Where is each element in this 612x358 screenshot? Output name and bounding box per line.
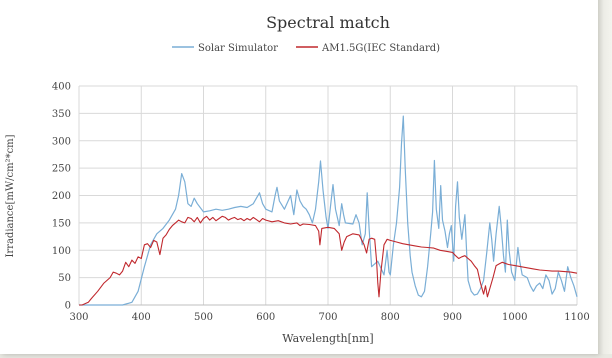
series-lines <box>79 115 578 306</box>
chart-title: Spectral match <box>266 13 390 32</box>
x-tick-labels: 300 400 500 600 700 800 900 1000 1100 <box>69 312 589 323</box>
x-tick-label: 500 <box>194 312 213 323</box>
y-tick-label: 400 <box>52 82 71 93</box>
series-line-am15g <box>79 215 578 306</box>
legend: Solar Simulator AM1.5G(IEC Standard) <box>172 43 440 54</box>
x-tick-label: 1100 <box>564 312 589 323</box>
y-axis-label: Irradiance[mW/cm²*cm] <box>5 134 16 257</box>
y-tick-label: 100 <box>52 246 71 257</box>
y-tick-label: 150 <box>52 218 71 229</box>
y-tick-label: 0 <box>65 301 71 312</box>
chart-frame: Spectral match Solar Simulator AM1.5G(IE… <box>0 0 598 354</box>
y-tick-label: 200 <box>52 191 71 202</box>
x-tick-label: 300 <box>69 312 88 323</box>
series-line-solar-simulator <box>79 115 578 306</box>
x-tick-label: 700 <box>318 312 337 323</box>
x-axis-label: Wavelength[nm] <box>282 332 373 345</box>
background-edge <box>598 0 612 354</box>
x-tick-label: 400 <box>132 312 151 323</box>
x-tick-label: 800 <box>381 312 400 323</box>
legend-label-am15g: AM1.5G(IEC Standard) <box>321 43 440 54</box>
x-tick-label: 1000 <box>502 312 527 323</box>
legend-label-solar-simulator: Solar Simulator <box>198 43 278 54</box>
gridlines <box>78 85 578 306</box>
y-tick-label: 350 <box>52 109 71 120</box>
y-tick-labels: 0 50 100 150 200 250 300 350 400 <box>52 82 71 312</box>
y-tick-label: 250 <box>52 164 71 175</box>
x-tick-label: 600 <box>256 312 275 323</box>
y-tick-label: 50 <box>58 273 71 284</box>
spectral-chart: Spectral match Solar Simulator AM1.5G(IE… <box>5 13 590 345</box>
y-tick-label: 300 <box>52 136 71 147</box>
x-tick-label: 900 <box>443 312 462 323</box>
